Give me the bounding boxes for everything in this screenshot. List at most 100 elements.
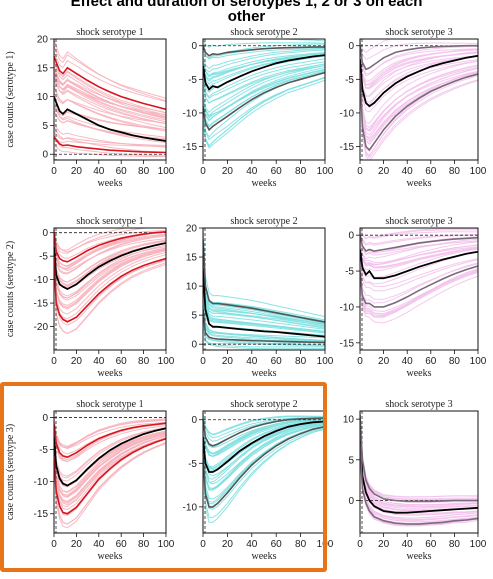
panel-frame (359, 410, 479, 534)
sample-trajectory (203, 65, 325, 117)
x-tick-label: 0 (200, 356, 206, 367)
sample-trajectory (360, 271, 478, 317)
y-tick-label: 0 (42, 413, 48, 424)
sample-trajectory (54, 246, 166, 299)
sample-trajectory (54, 423, 166, 461)
panel-plot-area (360, 411, 478, 533)
sample-trajectory (54, 137, 166, 157)
x-tick-label: 60 (116, 166, 128, 177)
y-axis-label: case counts (serotype 2) (5, 241, 16, 337)
x-tick-label: 80 (295, 539, 307, 550)
sample-trajectory (54, 427, 166, 477)
y-tick-label: -15 (34, 509, 49, 520)
sample-trajectory (360, 246, 478, 272)
panel-plot-area (203, 411, 325, 533)
x-tick-label: 20 (222, 166, 234, 177)
y-tick-label: -15 (340, 142, 355, 153)
panel-frame (359, 38, 479, 161)
x-tick-label: 0 (51, 539, 57, 550)
sample-trajectory (54, 111, 166, 140)
x-axis-label: weeks (252, 368, 277, 379)
sample-trajectory (360, 41, 478, 61)
x-tick-label: 80 (449, 356, 461, 367)
x-axis-label: weeks (98, 551, 123, 562)
sample-trajectory (360, 416, 478, 502)
sample-trajectory (360, 75, 478, 160)
y-tick-label: 5 (42, 121, 48, 132)
panel-r3-c3: shock serotype 3 0 20 40 60 80 100 weeks 0 5 10 (343, 399, 487, 562)
sample-trajectory (203, 52, 325, 77)
y-tick-label: -5 (345, 75, 354, 86)
x-tick-label: 80 (138, 539, 150, 550)
sample-trajectory (54, 430, 166, 493)
sample-trajectory (54, 228, 129, 251)
y-tick-label: 10 (186, 282, 198, 293)
sample-trajectory (203, 63, 325, 114)
y-tick-label: -10 (183, 502, 198, 513)
panel-plot-area (360, 228, 478, 350)
x-tick-label: 60 (425, 356, 437, 367)
sample-trajectory (203, 424, 325, 491)
panel-frame (359, 227, 479, 351)
x-tick-label: 0 (200, 539, 206, 550)
sample-trajectory (54, 434, 166, 502)
lower-quantile-line (203, 71, 325, 132)
sample-trajectory (360, 243, 478, 265)
sample-trajectory (203, 292, 325, 342)
mean-line (203, 268, 325, 338)
panel-r2-c1: shock serotype 1 0 20 40 60 80 100 weeks 0 -5 -10 -… (5, 216, 175, 379)
sample-trajectory (360, 420, 478, 508)
sample-trajectory (203, 246, 325, 327)
upper-quantile-line (203, 45, 325, 57)
x-tick-label: 20 (71, 356, 83, 367)
x-tick-label: 0 (51, 356, 57, 367)
sample-trajectory (54, 251, 166, 315)
x-tick-label: 60 (116, 356, 128, 367)
lower-quantile-line (54, 256, 166, 323)
sample-trajectory (360, 60, 478, 124)
y-tick-label: 0 (191, 41, 197, 52)
sample-trajectory (203, 428, 325, 519)
sample-trajectory (54, 131, 166, 146)
sample-trajectory (54, 57, 166, 114)
panel-title: shock serotype 2 (230, 399, 297, 410)
sample-trajectory (360, 262, 478, 304)
sample-trajectory (360, 439, 478, 523)
sample-trajectory (203, 71, 325, 117)
upper-quantile-line (203, 417, 325, 447)
page-title: Effect and duration of serotypes 1, 2 or… (0, 0, 493, 24)
x-tick-label: 100 (470, 166, 487, 177)
x-tick-label: 80 (138, 166, 150, 177)
panel-r2-c3: shock serotype 3 0 20 40 60 80 100 weeks 0 -5 -10 -… (340, 216, 487, 379)
sample-trajectory (360, 56, 478, 103)
x-axis-label: weeks (98, 178, 123, 189)
x-tick-label: 100 (158, 166, 175, 177)
mean-line (54, 427, 166, 487)
x-tick-label: 100 (470, 539, 487, 550)
lower-quantile-line (54, 136, 166, 154)
sample-trajectory (203, 322, 325, 345)
x-tick-label: 60 (271, 539, 283, 550)
panel-plot-area (203, 228, 325, 350)
y-tick-label: -5 (188, 459, 197, 470)
x-axis-label: weeks (407, 551, 432, 562)
x-tick-label: 20 (378, 539, 390, 550)
sample-trajectory (360, 259, 478, 292)
x-tick-label: 100 (158, 539, 175, 550)
sample-trajectory (203, 58, 325, 98)
sample-trajectory (360, 45, 478, 77)
sample-trajectory (360, 412, 478, 498)
sample-trajectory (203, 253, 325, 326)
y-tick-label: 5 (191, 311, 197, 322)
sample-trajectory (203, 66, 325, 122)
panel-r2-c2: shock serotype 2 0 20 40 60 80 100 weeks 0 5 10 15 2… (186, 216, 334, 379)
y-tick-label: 20 (37, 35, 49, 46)
lower-quantile-line (360, 72, 478, 152)
panel-plot-area (360, 39, 478, 160)
panel-title: shock serotype 2 (230, 27, 297, 38)
y-tick-label: 10 (343, 415, 355, 426)
sample-trajectory (54, 228, 166, 253)
x-tick-label: 0 (51, 166, 57, 177)
sample-trajectory (54, 261, 166, 335)
mean-line (54, 242, 166, 291)
